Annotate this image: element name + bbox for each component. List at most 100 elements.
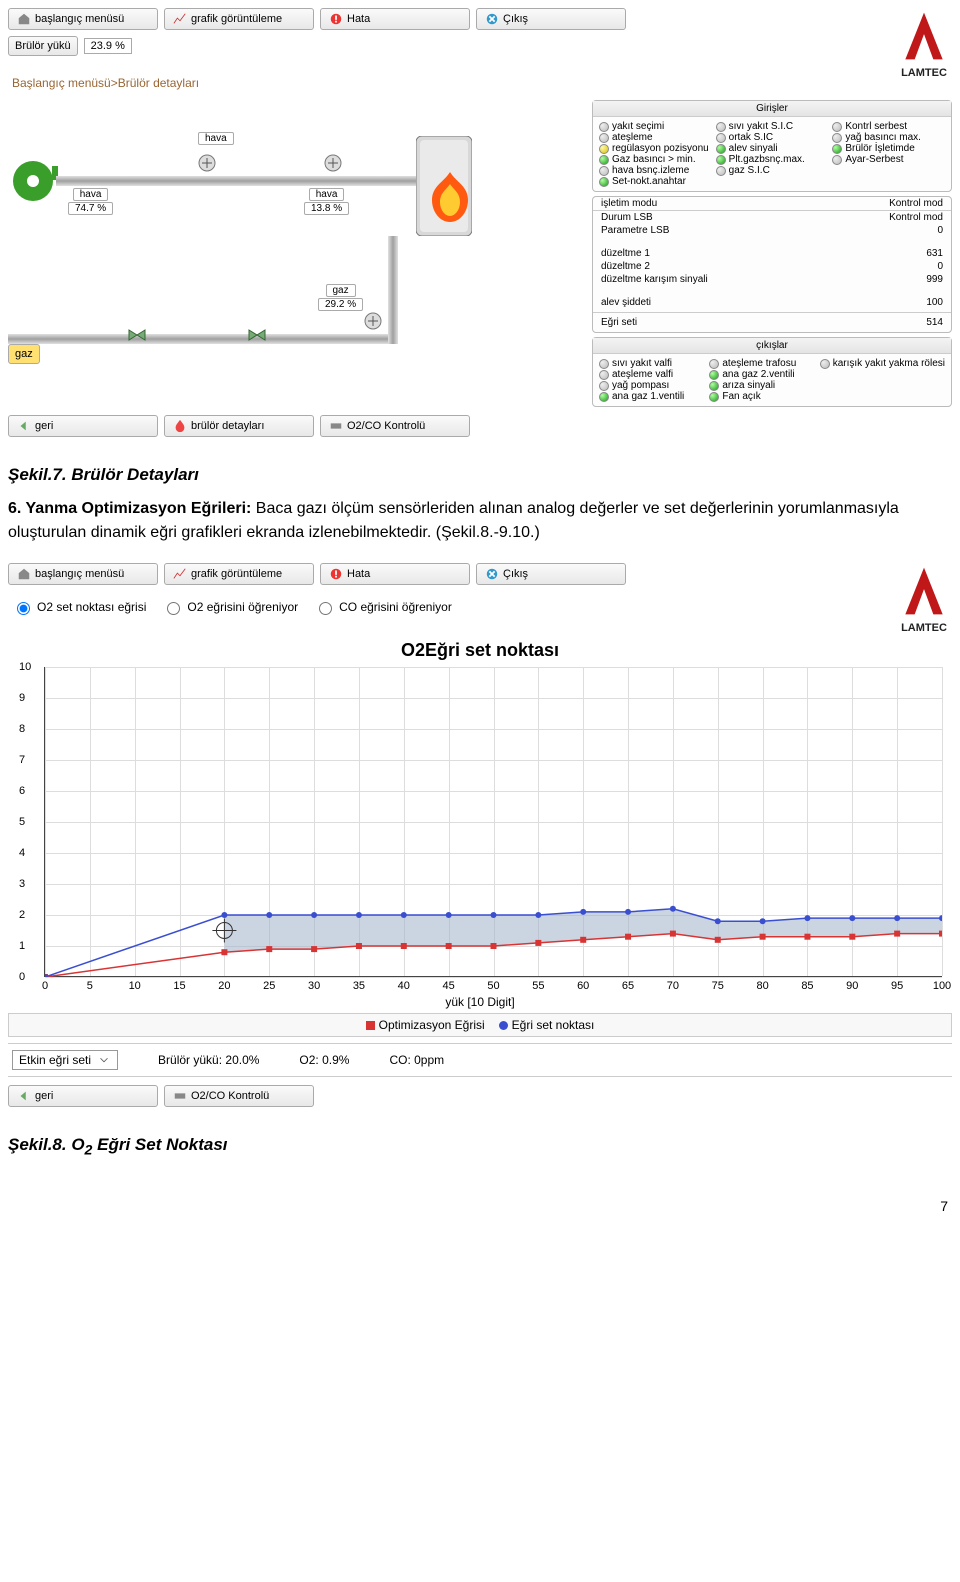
radio-input[interactable] [319,602,332,615]
legend-label: Eğri set noktası [512,1018,595,1032]
tab-start-menu[interactable]: başlangıç menüsü [8,8,158,30]
status-val: 999 [883,274,943,285]
nav-label: brülör detayları [191,420,264,432]
outputs-grid: sıvı yakıt valfiateşleme valfiyağ pompas… [593,354,951,406]
led-label: sıvı yakıt S.I.C [729,121,793,132]
x-tick: 100 [933,980,951,992]
tab-label: başlangıç menüsü [35,13,124,25]
led-icon [599,370,609,380]
logo: LAMTEC [896,8,952,79]
tab-graphic-view[interactable]: grafik görüntüleme [164,563,314,585]
logo-text: LAMTEC [896,67,952,79]
series-marker [894,915,900,921]
series-marker [625,934,631,940]
tab-label: Çıkış [503,13,528,25]
tab-exit[interactable]: Çıkış [476,8,626,30]
screenshot-o2-curve: başlangıç menüsü grafik görüntüleme Hata… [8,563,952,1107]
x-tick: 85 [801,980,813,992]
led-row: ana gaz 2.ventili [709,369,815,380]
series-marker [356,943,362,949]
radio-co-learn[interactable]: CO eğrisini öğreniyor [314,599,452,615]
led-row: Kontrl serbest [832,121,945,132]
exit-icon [485,12,499,26]
o2-curve-chart: 0123456789100510152025303540455055606570… [44,667,942,977]
led-row: ateşleme [599,132,712,143]
exit-icon [485,567,499,581]
led-row: Gaz basıncı > min. [599,154,712,165]
top-tabbar-2: başlangıç menüsü grafik görüntüleme Hata… [8,563,876,585]
bottom-nav: geri brülör detayları O2/CO Kontrolü [8,415,952,437]
led-icon [599,177,609,187]
series-marker [670,906,676,912]
legend-swatch-blue-icon [499,1021,508,1030]
tab-exit[interactable]: Çıkış [476,563,626,585]
valve-icon [198,154,216,172]
tab-label: grafik görüntüleme [191,13,282,25]
inputs-title: Girişler [593,101,951,117]
radio-o2-set[interactable]: O2 set noktası eğrisi [12,599,146,615]
burner-diagram: hava 74.7 % hava hava 13.8 % [8,106,586,386]
series-marker [491,943,497,949]
x-tick: 50 [487,980,499,992]
led-icon [716,133,726,143]
series-marker [311,946,317,952]
burner-load-value: 23.9 % [84,38,132,54]
tab-error[interactable]: Hata [320,563,470,585]
led-label: ateşleme [612,132,653,143]
status-burner-load: Brülör yükü: 20.0% [158,1053,259,1067]
led-label: yağ basıncı max. [845,132,921,143]
logo: LAMTEC [896,563,952,634]
radio-input[interactable] [167,602,180,615]
series-marker [715,918,721,924]
sensor-icon [173,1089,187,1103]
burner-details-button[interactable]: brülör detayları [164,415,314,437]
hava3-value: 13.8 % [304,202,349,215]
status-heading-right: Kontrol mod [843,198,943,209]
led-row: yağ pompası [599,380,705,391]
screenshot-brulor-detaylari: başlangıç menüsü grafik görüntüleme Hata… [8,8,952,437]
series-marker [849,915,855,921]
x-tick: 75 [712,980,724,992]
x-tick: 25 [263,980,275,992]
led-row: yakıt seçimi [599,121,712,132]
led-row: alev sinyali [716,143,829,154]
tab-start-menu[interactable]: başlangıç menüsü [8,563,158,585]
status-key: Parametre LSB [601,225,883,236]
series-marker [760,934,766,940]
led-icon [599,381,609,391]
tab-label: grafik görüntüleme [191,568,282,580]
bottom-nav-2: geri O2/CO Kontrolü [8,1085,952,1107]
home-icon [17,12,31,26]
series-marker [535,912,541,918]
led-label: Fan açık [722,391,760,402]
top-tabbar: başlangıç menüsü grafik görüntüleme Hata… [8,8,876,30]
legend-label: Optimizasyon Eğrisi [379,1018,485,1032]
o2co-button[interactable]: O2/CO Kontrolü [320,415,470,437]
x-tick: 35 [353,980,365,992]
led-row: yağ basıncı max. [832,132,945,143]
x-tick: 20 [218,980,230,992]
series-marker [849,934,855,940]
tab-graphic-view[interactable]: grafik görüntüleme [164,8,314,30]
inputs-panel: Girişler yakıt seçimiateşlemeregülasyon … [592,100,952,192]
o2co-button[interactable]: O2/CO Kontrolü [164,1085,314,1107]
led-icon [709,381,719,391]
led-label: ortak S.IC [729,132,773,143]
chart-icon [173,567,187,581]
led-label: ateşleme valfi [612,369,673,380]
series-marker [356,912,362,918]
radio-o2-learn[interactable]: O2 eğrisini öğreniyor [162,599,298,615]
inputs-col: yakıt seçimiateşlemeregülasyon pozisyonu… [599,121,712,187]
active-curve-select[interactable]: Etkin eğri seti [12,1050,118,1070]
led-icon [716,155,726,165]
led-icon [832,144,842,154]
led-icon [709,370,719,380]
series-marker [760,918,766,924]
y-tick: 4 [19,847,25,859]
led-label: Set-nokt.anahtar [612,176,686,187]
back-button[interactable]: geri [8,1085,158,1107]
radio-input[interactable] [17,602,30,615]
back-button[interactable]: geri [8,415,158,437]
tab-error[interactable]: Hata [320,8,470,30]
series-marker [446,943,452,949]
